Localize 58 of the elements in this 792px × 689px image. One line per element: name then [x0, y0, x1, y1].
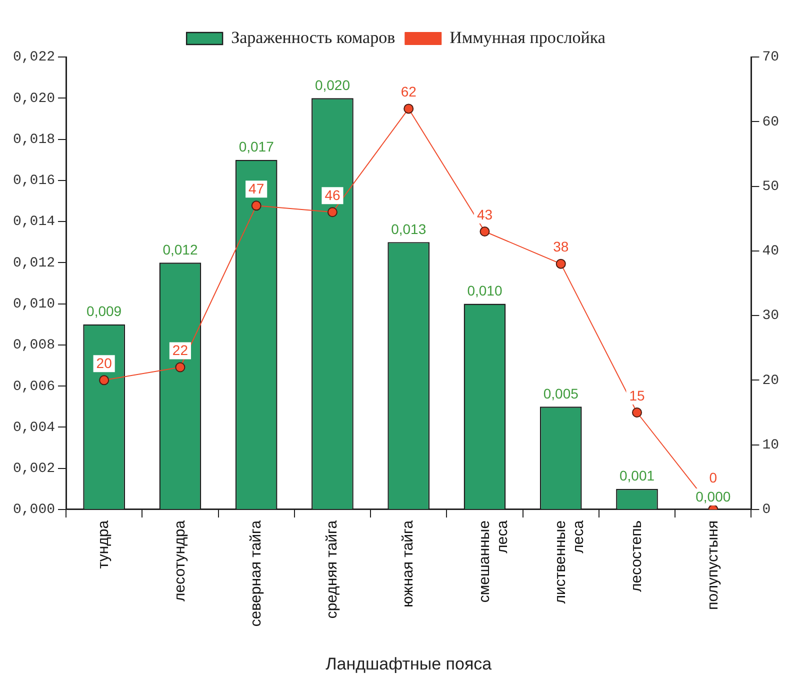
y2-tick-label: 70	[762, 50, 780, 66]
point	[251, 200, 262, 211]
data-label: 47	[248, 180, 264, 197]
data-label: 0,017	[238, 138, 274, 155]
data-label: 0,000	[696, 488, 731, 504]
x-tick-label: лесостепь	[628, 520, 646, 592]
x-tick-label: северная тайга	[247, 520, 264, 627]
y-tick-label: 0,016	[12, 173, 56, 190]
legend-label: Иммунная прослойка	[450, 28, 606, 47]
y-tick-label: 0,008	[12, 338, 56, 354]
point	[327, 207, 338, 218]
data-label: 0,005	[543, 385, 579, 402]
point	[480, 226, 490, 237]
x-axis-title: Ландшафтные пояса	[326, 654, 492, 674]
y2-tick-label: 30	[762, 308, 780, 324]
y-tick-label: 0,012	[12, 255, 56, 272]
y2-tick-label: 10	[762, 438, 780, 454]
y-tick-label: 0,006	[12, 378, 56, 395]
y-tick-label: 0,020	[12, 90, 56, 107]
point	[556, 258, 566, 269]
data-label: 0,020	[314, 76, 350, 93]
x-tick-label: южная тайга	[400, 520, 417, 608]
y-tick-label: 0,022	[12, 50, 56, 66]
data-label: 0	[709, 469, 718, 486]
data-label: 0,009	[86, 303, 122, 320]
data-label: 0,012	[162, 242, 198, 258]
y-tick-label: 0,010	[12, 296, 56, 312]
y-tick-label: 0,004	[12, 420, 56, 436]
y2-tick-label: 40	[762, 244, 780, 260]
y-tick-label: 0,014	[12, 214, 56, 230]
x-tick-label: полупустыня	[704, 520, 722, 610]
x-tick-label: лиственные леса	[552, 520, 588, 604]
y2-tick-label: 0	[762, 502, 771, 518]
legend-label: Зараженность комаров	[231, 28, 396, 47]
data-label: 43	[476, 206, 493, 222]
point	[632, 407, 642, 418]
y-tick-label: 0,002	[12, 461, 56, 478]
x-tick-label: смешанные леса	[476, 520, 511, 603]
data-label: 0,010	[467, 282, 502, 299]
data-label: 38	[553, 238, 569, 255]
point	[404, 104, 414, 114]
y2-tick-label: 50	[762, 178, 780, 195]
data-label: 46	[324, 186, 340, 203]
data-label: 22	[172, 342, 188, 358]
x-tick-label: лесотундра	[171, 520, 188, 602]
data-label: 62	[400, 84, 417, 100]
data-label: 0,013	[391, 220, 426, 237]
data-label: 15	[629, 387, 645, 404]
point	[175, 362, 186, 372]
x-tick-label: средняя тайга	[324, 520, 341, 619]
y-tick-label: 0,000	[12, 502, 56, 518]
point	[99, 375, 110, 386]
data-label: 0,001	[619, 468, 655, 484]
y-tick-label: 0,018	[12, 132, 56, 148]
y2-tick-label: 60	[762, 114, 780, 130]
x-tick-label: тундра	[95, 520, 112, 569]
data-label: 20	[96, 355, 112, 372]
y2-tick-label: 20	[762, 372, 780, 389]
